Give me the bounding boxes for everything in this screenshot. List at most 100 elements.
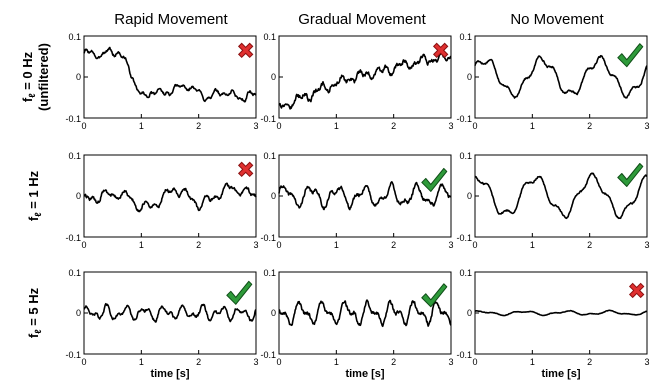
row-label-note: (unfiltered) bbox=[36, 43, 51, 111]
y-tick-label: 0 bbox=[467, 308, 472, 318]
y-tick-label: -0.1 bbox=[260, 114, 276, 124]
x-tick-label: 2 bbox=[196, 121, 201, 131]
cross-icon bbox=[432, 42, 449, 59]
signal-trace bbox=[474, 54, 648, 99]
y-tick-label: -0.1 bbox=[456, 233, 472, 243]
x-axis-label: time [s] bbox=[150, 368, 189, 380]
signal-trace bbox=[83, 46, 257, 103]
x-tick-label: 1 bbox=[530, 121, 535, 131]
x-tick-label: 1 bbox=[334, 357, 339, 367]
x-tick-label: 3 bbox=[253, 357, 258, 367]
x-tick-label: 0 bbox=[276, 357, 281, 367]
x-tick-label: 2 bbox=[391, 121, 396, 131]
y-tick-label: 0.1 bbox=[459, 268, 472, 278]
check-icon bbox=[421, 167, 448, 192]
signal-trace bbox=[474, 309, 648, 317]
x-tick-label: 2 bbox=[587, 357, 592, 367]
y-tick-label: -0.1 bbox=[456, 114, 472, 124]
y-tick-label: 0.1 bbox=[68, 268, 81, 278]
check-icon bbox=[617, 43, 644, 68]
y-tick-label: 0 bbox=[76, 72, 81, 82]
panel-frame bbox=[474, 154, 648, 238]
cross-icon bbox=[237, 161, 254, 178]
x-tick-label: 1 bbox=[139, 121, 144, 131]
y-tick-label: 0.1 bbox=[459, 32, 472, 42]
x-tick-label: 3 bbox=[253, 121, 258, 131]
y-tick-label: 0 bbox=[271, 308, 276, 318]
x-tick-label: 3 bbox=[253, 240, 258, 250]
y-tick-label: -0.1 bbox=[260, 350, 276, 360]
x-tick-label: 1 bbox=[530, 357, 535, 367]
y-tick-label: 0 bbox=[467, 191, 472, 201]
x-tick-label: 2 bbox=[196, 240, 201, 250]
y-tick-label: -0.1 bbox=[65, 114, 81, 124]
x-tick-label: 3 bbox=[644, 240, 649, 250]
y-tick-label: 0 bbox=[271, 72, 276, 82]
check-icon bbox=[617, 163, 644, 187]
column-title-none: No Movement bbox=[510, 11, 604, 28]
y-tick-label: 0.1 bbox=[263, 151, 276, 161]
x-tick-label: 1 bbox=[334, 121, 339, 131]
y-tick-label: 0.1 bbox=[263, 268, 276, 278]
x-tick-label: 0 bbox=[472, 121, 477, 131]
x-tick-label: 3 bbox=[448, 121, 453, 131]
y-tick-label: 0.1 bbox=[263, 32, 276, 42]
x-tick-label: 0 bbox=[276, 240, 281, 250]
signal-trace bbox=[83, 182, 257, 213]
x-tick-label: 2 bbox=[587, 121, 592, 131]
panel-r1-c1: 0.10-0.10 1 2 3 bbox=[260, 151, 453, 250]
y-tick-label: -0.1 bbox=[260, 233, 276, 243]
y-tick-label: 0.1 bbox=[68, 32, 81, 42]
panel-frame bbox=[278, 35, 452, 119]
signal-trace bbox=[474, 172, 648, 220]
x-tick-label: 0 bbox=[81, 240, 86, 250]
x-tick-label: 0 bbox=[276, 121, 281, 131]
column-titles: Rapid Movement Gradual Movement No Movem… bbox=[114, 11, 604, 28]
x-tick-label: 2 bbox=[196, 357, 201, 367]
cross-icon bbox=[628, 282, 645, 299]
signal-trace bbox=[278, 299, 452, 328]
panel-r1-c2: 0.10-0.10 1 2 3 bbox=[456, 151, 649, 250]
x-tick-label: 1 bbox=[139, 357, 144, 367]
x-tick-label: 2 bbox=[391, 240, 396, 250]
row-label-text: fℓ = 0 Hz bbox=[20, 51, 37, 102]
y-tick-label: 0 bbox=[467, 72, 472, 82]
y-tick-label: -0.1 bbox=[456, 350, 472, 360]
column-title-gradual: Gradual Movement bbox=[298, 11, 426, 28]
panel-frame bbox=[474, 35, 648, 119]
y-tick-label: 0 bbox=[76, 191, 81, 201]
x-tick-label: 3 bbox=[448, 357, 453, 367]
y-tick-label: 0.1 bbox=[68, 151, 81, 161]
x-tick-label: 0 bbox=[472, 357, 477, 367]
x-tick-label: 3 bbox=[448, 240, 453, 250]
signal-trace bbox=[278, 51, 452, 110]
panel-frame bbox=[83, 154, 257, 238]
row-label-text: fℓ = 5 Hz bbox=[26, 287, 43, 338]
row-label-1: fℓ = 1 Hz bbox=[26, 170, 43, 221]
y-tick-label: 0 bbox=[271, 191, 276, 201]
panel-r1-c0: 0.10-0.10 1 2 3 bbox=[65, 151, 258, 250]
check-icon bbox=[226, 280, 253, 305]
x-tick-label: 2 bbox=[587, 240, 592, 250]
x-axis-label: time [s] bbox=[345, 368, 384, 380]
x-tick-label: 3 bbox=[644, 357, 649, 367]
panel-r0-c1: 0.10-0.10 1 2 3 bbox=[260, 32, 453, 131]
x-tick-label: 1 bbox=[139, 240, 144, 250]
cross-icon bbox=[237, 42, 254, 59]
x-tick-label: 1 bbox=[334, 240, 339, 250]
x-tick-label: 1 bbox=[530, 240, 535, 250]
x-tick-label: 2 bbox=[391, 357, 396, 367]
x-tick-label: 0 bbox=[472, 240, 477, 250]
row-label-text: fℓ = 1 Hz bbox=[26, 170, 43, 221]
x-axis-label: time [s] bbox=[541, 368, 580, 380]
row-label-0: fℓ = 0 Hz (unfiltered) bbox=[20, 43, 51, 111]
signal-trace bbox=[278, 181, 452, 211]
column-title-rapid: Rapid Movement bbox=[114, 11, 228, 28]
panel-r0-c0: 0.10-0.10 1 2 3 bbox=[65, 32, 258, 131]
x-tick-label: 3 bbox=[644, 121, 649, 131]
x-tick-label: 0 bbox=[81, 121, 86, 131]
check-icon bbox=[421, 283, 448, 308]
